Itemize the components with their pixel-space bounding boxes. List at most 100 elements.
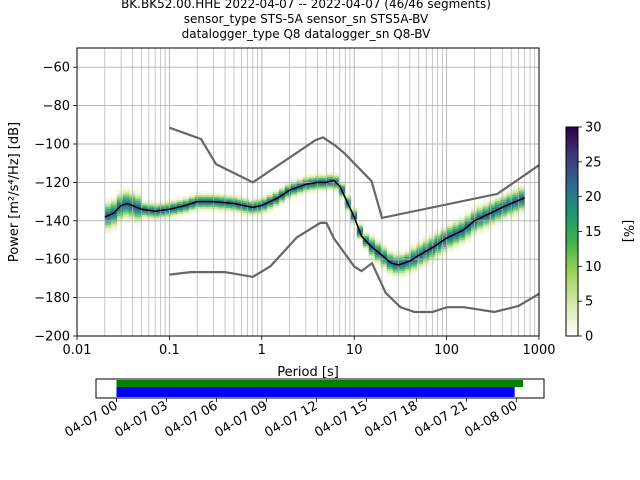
heatmap-cell	[398, 274, 406, 277]
colorbar-tick-label: 30	[585, 121, 602, 136]
heatmap-cell	[338, 193, 346, 196]
heatmap-cell	[374, 243, 382, 246]
heatmap-cell	[458, 243, 466, 246]
heatmap-cell	[464, 236, 472, 240]
heatmap-cell	[410, 271, 418, 274]
heatmap-cell	[218, 209, 226, 212]
heatmap-cell	[368, 249, 376, 252]
heatmap-cell	[386, 266, 394, 269]
heatmap-cell	[344, 192, 352, 195]
heatmap-cell	[110, 206, 118, 209]
heatmap-cell	[176, 198, 184, 201]
heatmap-cell	[134, 216, 142, 219]
heatmap-cell	[500, 203, 508, 207]
heatmap-cell	[476, 201, 484, 205]
heatmap-cell	[344, 196, 352, 199]
heatmap-cell	[368, 242, 376, 245]
heatmap-cell	[470, 210, 478, 214]
heatmap-cell	[428, 256, 436, 259]
y-tick-label: −120	[34, 176, 70, 191]
heatmap-cell	[110, 229, 118, 232]
heatmap-cell	[266, 202, 274, 205]
heatmap-cell	[344, 211, 352, 214]
heatmap-cell	[266, 194, 274, 198]
heatmap-cell	[278, 188, 286, 191]
heatmap-cell	[494, 199, 502, 202]
heatmap-cell	[494, 197, 502, 200]
heatmap-cell	[326, 170, 334, 174]
heatmap-cell	[446, 245, 454, 248]
y-tick-label: −180	[34, 291, 70, 306]
heatmap-cell	[284, 182, 292, 185]
heatmap-cell	[134, 208, 142, 211]
heatmap-cell	[506, 208, 514, 212]
heatmap-cell	[488, 207, 496, 211]
heatmap-cell	[518, 211, 526, 214]
heatmap-cell	[416, 263, 424, 266]
chart-title-line-3: datalogger_type Q8 datalogger_sn Q8-BV	[181, 27, 431, 41]
heatmap-cell	[194, 198, 202, 201]
heatmap-cell	[440, 231, 448, 234]
heatmap-cell	[476, 232, 484, 235]
heatmap-cell	[362, 245, 370, 248]
heatmap-cell	[218, 197, 226, 200]
heatmap-cell	[428, 258, 436, 261]
heatmap-cell	[188, 196, 196, 199]
heatmap-cell	[404, 270, 412, 273]
heatmap-cell	[326, 174, 334, 178]
heatmap-cell	[296, 193, 304, 196]
heatmap-cell	[446, 249, 454, 252]
heatmap-cell	[326, 172, 334, 176]
heatmap-cell	[104, 197, 112, 200]
heatmap-cell	[410, 251, 418, 255]
heatmap-cell	[476, 205, 484, 209]
heatmap-cell	[398, 272, 406, 275]
heatmap-cell	[482, 201, 490, 204]
heatmap-cell	[176, 209, 184, 212]
heatmap-cell	[140, 206, 148, 209]
heatmap-cell	[440, 237, 448, 240]
heatmap-cell	[116, 203, 124, 207]
heatmap-cell	[278, 203, 286, 207]
heatmap-cell	[404, 257, 412, 260]
heatmap-cell	[458, 239, 466, 242]
heatmap-cell	[134, 195, 142, 198]
heatmap-cell	[518, 184, 526, 187]
heatmap-cell	[446, 241, 454, 244]
heatmap-cell	[374, 241, 382, 244]
heatmap-cell	[122, 185, 130, 188]
axis-ticks: 0.01 0.1 1 10 100 1000 −200 −180 −160 −140 −120 −10…	[34, 61, 555, 358]
heatmap-cell	[182, 194, 190, 198]
heatmap-cell	[452, 246, 460, 249]
heatmap-cell	[218, 199, 226, 202]
heatmap-cell	[128, 213, 136, 217]
heatmap-cell	[380, 263, 388, 266]
heatmap-cell	[104, 226, 112, 229]
heatmap-cell	[344, 205, 352, 209]
heatmap-cell	[392, 259, 400, 262]
heatmap-cell	[506, 191, 514, 194]
heatmap-cell	[416, 259, 424, 262]
heatmap-cell	[356, 220, 364, 224]
heatmap-cell	[458, 233, 466, 237]
heatmap-cell	[446, 227, 454, 231]
heatmap-cell	[206, 192, 214, 196]
heatmap-cell	[446, 222, 454, 225]
heatmap-cell	[464, 213, 472, 217]
heatmap-cell	[164, 214, 172, 217]
heatmap-cell	[188, 204, 196, 207]
heatmap-cell	[476, 215, 484, 218]
heatmap-cell	[224, 205, 232, 209]
heatmap-cell	[278, 184, 286, 187]
heatmap-cell	[494, 202, 502, 206]
heatmap-cell	[500, 221, 508, 224]
heatmap-cell	[212, 204, 220, 207]
heatmap-cell	[494, 214, 502, 217]
heatmap-cell	[254, 211, 262, 214]
heatmap-cell	[506, 193, 514, 196]
heatmap-cell	[314, 185, 322, 188]
heatmap-cell	[236, 205, 244, 208]
heatmap-cell	[134, 197, 142, 200]
heatmap-cell	[206, 198, 214, 201]
heatmap-cell	[206, 208, 214, 211]
